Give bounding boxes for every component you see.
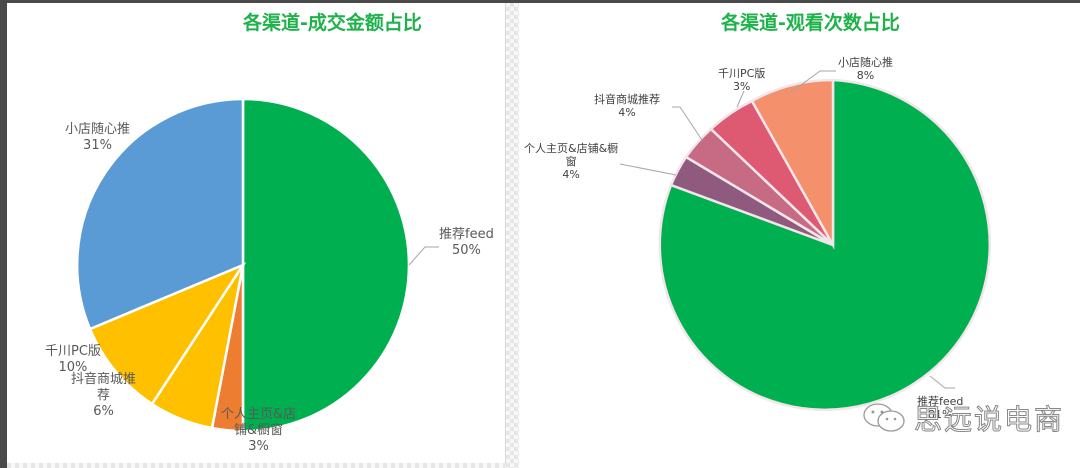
label-pct: 3%: [732, 80, 751, 93]
panel-divider: [506, 3, 519, 468]
window-top-border: [0, 0, 1080, 3]
label-feed: 推荐feed 81%: [917, 395, 963, 421]
chart-panel-gmv-share: 各渠道-成交金额占比 推荐feed 50% 小店随心推 31% 千川PC版 10…: [7, 3, 506, 464]
label-name-cont: 窗: [565, 155, 577, 168]
label-name: 千川PC版: [718, 67, 766, 80]
slice-feed: [241, 97, 411, 433]
slice-qianchuan: [88, 262, 247, 406]
chart-title: 各渠道-观看次数占比: [721, 12, 900, 34]
chart-title: 各渠道-成交金额占比: [243, 12, 422, 34]
label-pct: 4%: [562, 168, 580, 181]
watermark-text: 思远说电商: [913, 403, 1065, 437]
label-xiaodian: 小店随心推 8%: [838, 56, 893, 82]
label-name: 推荐feed: [917, 395, 964, 408]
label-pct: 81%: [927, 408, 953, 421]
label-store: 个人主页&店 铺&橱窗 3%: [221, 407, 296, 455]
label-name: 推荐feed: [439, 227, 494, 242]
label-pct: 8%: [856, 69, 875, 82]
label-qianchuan: 千川PC版 3%: [718, 67, 765, 93]
label-name: 个人主页&店铺&橱: [524, 142, 619, 155]
label-name: 小店随心推: [838, 56, 893, 69]
label-name-cont: 荐: [97, 388, 111, 403]
label-name: 抖音商城推: [71, 372, 137, 387]
slice-xiaodian: [750, 78, 835, 250]
panel-bottom-border: [7, 463, 506, 468]
label-feed: 推荐feed 50%: [439, 227, 494, 259]
slice-xiaodian: [75, 97, 245, 331]
label-pct: 10%: [58, 360, 88, 375]
label-name: 个人主页&店: [221, 407, 297, 422]
pie-chart-gmv: [75, 97, 439, 433]
label-pct: 50%: [451, 243, 481, 258]
label-mall: 抖音商城推荐 4%: [594, 93, 660, 119]
label-qianchuan: 千川PC版 10%: [45, 344, 101, 376]
label-pct: 4%: [618, 106, 636, 119]
wechat-icon: [863, 403, 905, 432]
watermark: 思远说电商: [862, 398, 1064, 438]
label-name-cont: 铺&橱窗: [234, 423, 284, 438]
label-pct: 31%: [83, 138, 112, 153]
label-pct: 3%: [248, 439, 269, 454]
label-pct: 6%: [93, 404, 114, 419]
label-name: 千川PC版: [45, 344, 101, 359]
label-name: 抖音商城推荐: [594, 93, 660, 106]
window-left-border: [0, 0, 7, 468]
label-mall: 抖音商城推 荐 6%: [71, 372, 136, 420]
slice-feed: [658, 78, 991, 412]
pie-chart-views: [619, 70, 991, 412]
label-store: 个人主页&店铺&橱 窗 4%: [524, 142, 618, 181]
label-name: 小店随心推: [65, 122, 131, 137]
label-xiaodian: 小店随心推 31%: [65, 122, 130, 154]
chart-panel-views-share: 各渠道-观看次数占比 推荐feed 81% 小店随心推 8% 千川PC版 3% …: [520, 3, 1080, 468]
